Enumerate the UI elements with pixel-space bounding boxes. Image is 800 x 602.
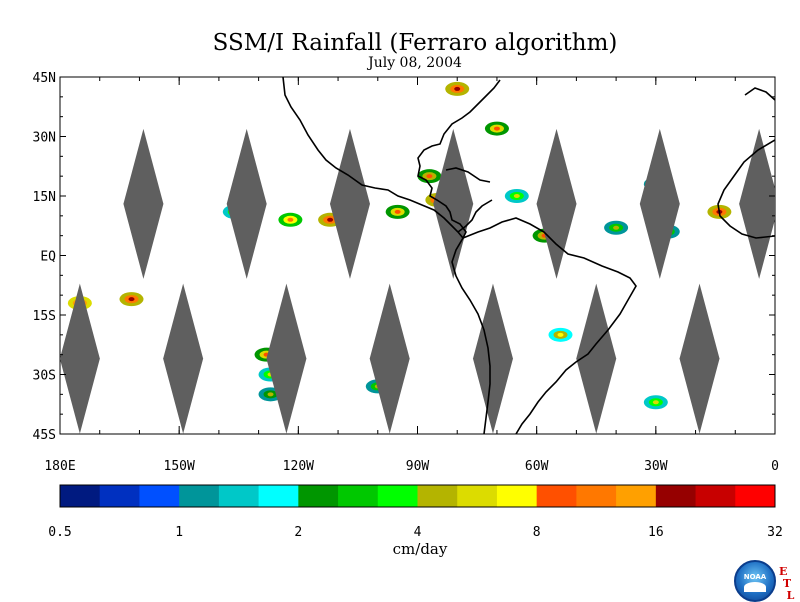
swath-gap <box>739 128 775 279</box>
central-america-coastline <box>457 199 493 233</box>
colorbar-tick-label: 1 <box>175 525 183 540</box>
swath-gap <box>433 128 474 279</box>
colorbar-swatch <box>536 485 577 507</box>
swath-gap <box>329 128 370 279</box>
swath-gap <box>639 128 680 279</box>
chart-title: SSM/I Rainfall (Ferraro algorithm) <box>212 30 618 56</box>
colorbar-swatch <box>616 485 657 507</box>
lat-label: 45S <box>33 428 56 443</box>
rain-area-peak <box>394 209 401 214</box>
rain-area-peak <box>267 392 274 397</box>
lon-label: 120W <box>283 459 314 474</box>
colorbar-tick-label: 2 <box>294 525 302 540</box>
lon-label: 60W <box>525 459 549 474</box>
cuba-coastline <box>445 167 491 183</box>
colorbar-swatch <box>60 485 101 507</box>
lat-label: 30S <box>33 369 56 384</box>
lon-label: 180E <box>44 459 75 474</box>
rain-area-peak <box>128 297 135 302</box>
lat-label: 45N <box>33 71 56 86</box>
map-frame <box>59 76 776 435</box>
swath-gap <box>123 128 164 279</box>
lat-label: 15S <box>33 309 56 324</box>
colorbar-swatch <box>218 485 260 507</box>
rain-area-peak <box>557 332 564 337</box>
lon-label: 30W <box>644 459 668 474</box>
rain-area-peak <box>454 86 461 91</box>
swath-gap <box>60 283 100 434</box>
lon-label: 0 <box>771 459 779 474</box>
colorbar-swatch <box>298 485 339 507</box>
colorbar-swatch <box>99 485 140 507</box>
colorbar-swatch <box>179 485 220 507</box>
colorbar-swatch <box>735 485 776 507</box>
swath-gap <box>226 128 267 279</box>
lat-label: EQ <box>40 250 56 265</box>
colorbar-swatch <box>655 485 697 507</box>
rain-area-peak <box>327 217 334 222</box>
swath-gap <box>369 283 410 434</box>
colorbar-swatch <box>338 485 379 507</box>
colorbar-swatch <box>377 485 418 507</box>
colorbar-swatch <box>258 485 299 507</box>
swath-gap <box>472 283 513 434</box>
colorbar-tick-label: 16 <box>648 525 664 540</box>
rain-area-peak <box>493 126 500 131</box>
lat-label: 30N <box>33 131 56 146</box>
colorbar-tick-label: 0.5 <box>48 525 71 540</box>
south-america-coastline <box>462 217 637 434</box>
lon-label: 150W <box>164 459 195 474</box>
colorbar-swatch <box>139 485 180 507</box>
north-america-coastline <box>282 77 501 240</box>
swath-gap <box>679 283 720 434</box>
swath-gap <box>576 283 617 434</box>
colorbar-swatch <box>457 485 498 507</box>
swath-gap <box>266 283 307 434</box>
colorbar-tick-label: 32 <box>767 525 783 540</box>
rain-area-peak <box>652 400 659 405</box>
swath-gap <box>163 283 204 434</box>
colorbar-frame <box>59 484 776 508</box>
rain-area-peak <box>287 217 294 222</box>
colorbar-swatch <box>496 485 538 507</box>
colorbar-swatch <box>695 485 736 507</box>
africa-coastline <box>717 139 775 239</box>
south-america-west-coastline <box>451 237 491 434</box>
colorbar-swatch <box>576 485 617 507</box>
noaa-logo-icon: NOAA <box>734 560 776 602</box>
etl-logo: E T L <box>779 565 795 602</box>
lat-label: 15N <box>33 190 56 205</box>
colorbar-tick-label: 4 <box>414 525 422 540</box>
colorbar-swatch <box>417 485 458 507</box>
lon-label: 90W <box>406 459 430 474</box>
chart-subtitle: July 08, 2004 <box>368 55 462 71</box>
rain-area-peak <box>613 225 620 230</box>
swath-gap <box>536 128 577 279</box>
colorbar-unit-label: cm/day <box>392 540 448 558</box>
rain-area-peak <box>426 174 433 179</box>
rain-area-peak <box>513 194 520 198</box>
iberia-coastline <box>744 87 775 101</box>
colorbar-tick-label: 8 <box>533 525 541 540</box>
